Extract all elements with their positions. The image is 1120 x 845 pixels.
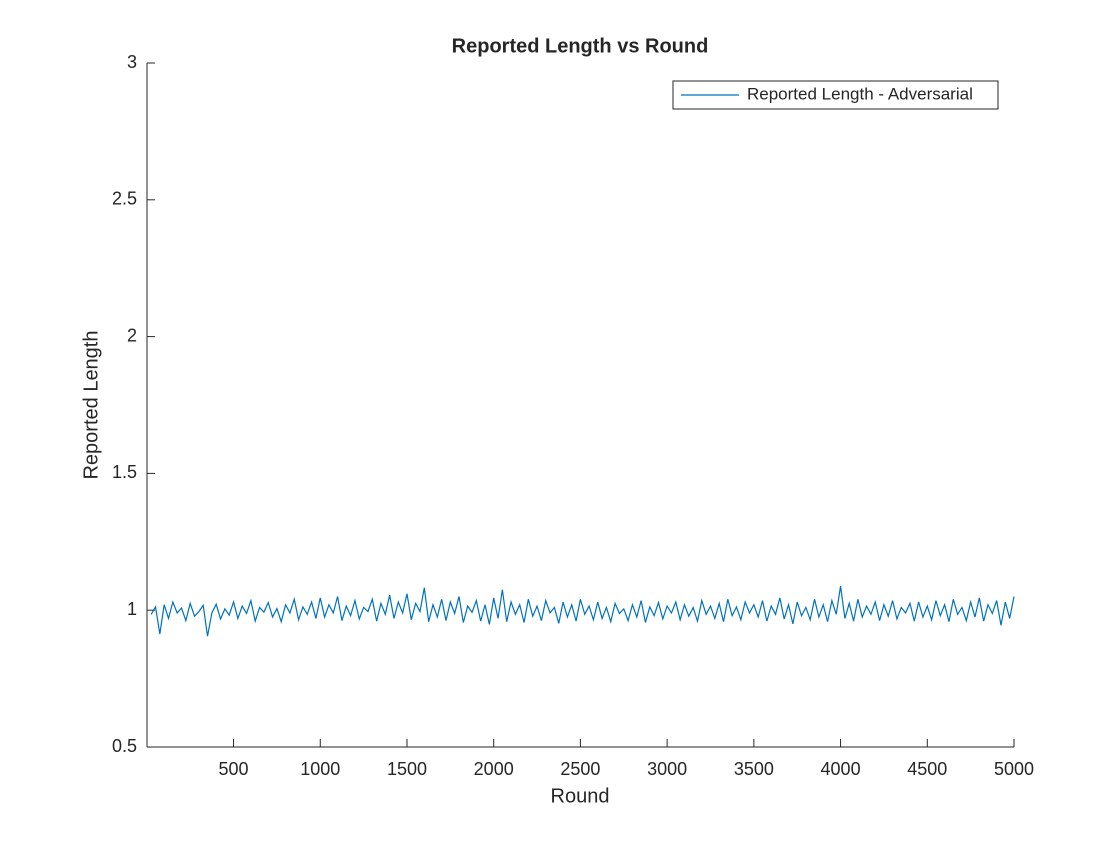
y-tick-label: 1.5 [112, 462, 137, 482]
y-tick-label: 3 [127, 52, 137, 72]
x-tick-label: 2500 [560, 759, 600, 779]
x-tick-label: 3500 [734, 759, 774, 779]
x-tick-label: 4000 [821, 759, 861, 779]
x-tick-label: 1500 [387, 759, 427, 779]
x-tick-label: 1000 [300, 759, 340, 779]
y-tick-label: 2 [127, 325, 137, 345]
x-tick-label: 500 [219, 759, 249, 779]
legend-box [672, 80, 999, 110]
x-tick-label: 4500 [907, 759, 947, 779]
data-line [150, 586, 1015, 637]
x-tick-label: 5000 [994, 759, 1034, 779]
y-tick-label: 0.5 [112, 736, 137, 756]
y-tick-label: 2.5 [112, 189, 137, 209]
y-tick-label: 1 [127, 599, 137, 619]
x-axis-label: Round [551, 785, 610, 807]
y-axis-label: Reported Length [80, 330, 102, 479]
x-tick-label: 3000 [647, 759, 687, 779]
x-tick-label: 2000 [474, 759, 514, 779]
chart-title: Reported Length vs Round [452, 35, 709, 57]
legend-label: Reported Length - Adversarial [747, 84, 973, 103]
